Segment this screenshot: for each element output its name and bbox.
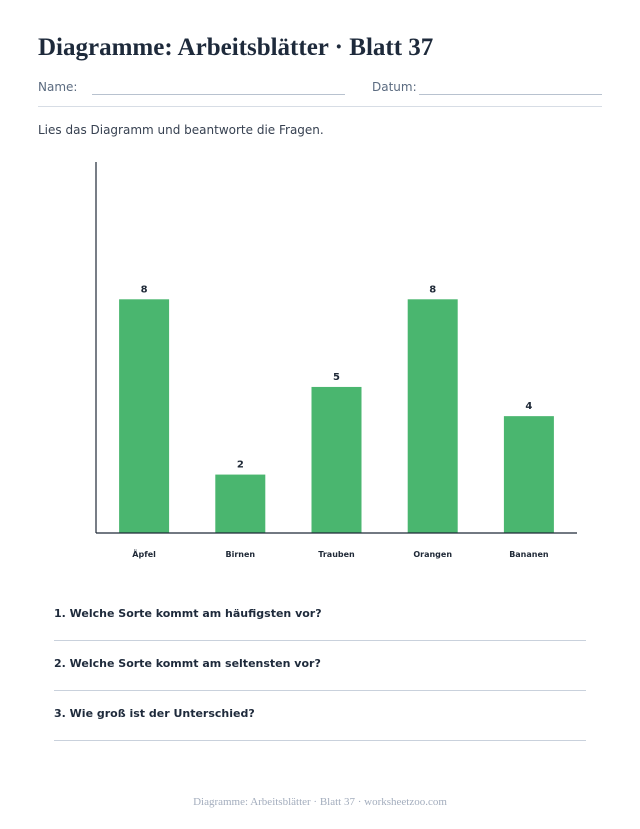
- category-label: Orangen: [413, 550, 452, 559]
- header-divider: [38, 106, 602, 107]
- name-label: Name:: [38, 80, 78, 94]
- bar-value-label: 8: [141, 284, 148, 295]
- bar-3: [311, 386, 362, 533]
- category-label: Bananen: [509, 550, 549, 559]
- bar-chart: 8 Äpfel 2 Birnen 5 Trauben 8 Orangen 4 Bananen: [95, 162, 577, 559]
- category-label: Birnen: [225, 550, 255, 559]
- bar-value-label: 5: [333, 372, 340, 383]
- category-label: Äpfel: [132, 549, 156, 559]
- date-field[interactable]: [419, 94, 602, 95]
- category-label: Trauben: [318, 550, 355, 559]
- date-label: Datum:: [372, 80, 417, 94]
- bar-2: [215, 474, 266, 533]
- answer-line-2[interactable]: [54, 690, 586, 691]
- answer-line-1[interactable]: [54, 640, 586, 641]
- answer-line-3[interactable]: [54, 740, 586, 741]
- question-2: 2. Welche Sorte kommt am seltensten vor?: [54, 657, 321, 670]
- bar-1: [119, 299, 170, 533]
- question-3: 3. Wie groß ist der Unterschied?: [54, 707, 255, 720]
- bar-value-label: 2: [237, 460, 244, 471]
- instruction-text: Lies das Diagramm und beantworte die Fra…: [38, 123, 324, 137]
- name-field[interactable]: [92, 94, 345, 95]
- question-1: 1. Welche Sorte kommt am häufigsten vor?: [54, 607, 322, 620]
- bar-5: [503, 416, 554, 533]
- bar-4: [407, 299, 458, 533]
- bar-value-label: 8: [429, 284, 436, 295]
- bar-value-label: 4: [525, 401, 532, 412]
- page-title: Diagramme: Arbeitsblätter · Blatt 37: [38, 34, 434, 61]
- page-footer: Diagramme: Arbeitsblätter · Blatt 37 · w…: [193, 796, 447, 808]
